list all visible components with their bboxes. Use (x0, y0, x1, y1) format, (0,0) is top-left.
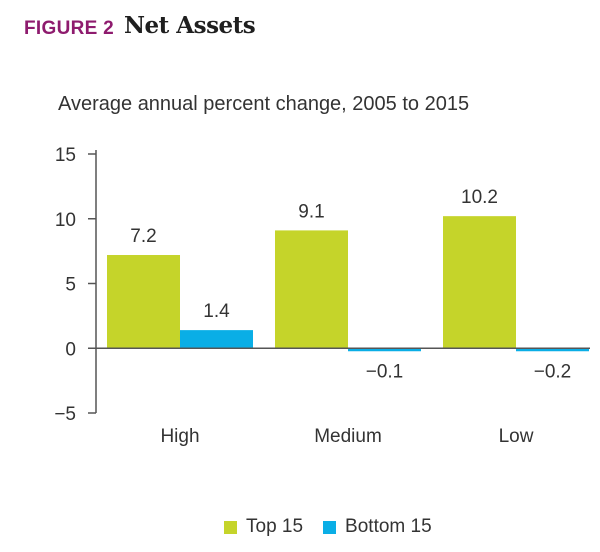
legend-swatch-bottom15 (323, 520, 337, 534)
bar-bottom15-low (516, 348, 589, 352)
data-label: 1.4 (203, 301, 230, 322)
x-category-label: Medium (314, 426, 382, 447)
y-tick-label: 10 (55, 210, 76, 231)
legend-item-top15: Top 15 (224, 516, 303, 538)
legend-label-bottom15: Bottom 15 (345, 516, 432, 537)
data-label: −0.1 (366, 361, 404, 382)
x-category-label: Low (499, 426, 534, 447)
chart-subtitle: Average annual percent change, 2005 to 2… (58, 93, 470, 115)
bar-top15-medium (275, 230, 348, 349)
bar-bottom15-high (180, 330, 253, 349)
bar-bottom15-medium (348, 348, 421, 352)
legend-swatch-top15 (224, 520, 237, 534)
y-tick-label: −5 (54, 404, 76, 425)
legend-item-bottom15: Bottom 15 (323, 516, 432, 538)
data-label: −0.2 (534, 361, 572, 382)
bar-top15-low (443, 216, 516, 349)
data-label: 9.1 (298, 201, 324, 222)
legend-label-top15: Top 15 (246, 516, 304, 537)
y-tick-label: 15 (55, 145, 76, 166)
bar-top15-high (107, 255, 180, 349)
x-category-label: High (160, 426, 199, 447)
figure-title: Net Assets (124, 12, 256, 39)
y-tick-label: 0 (65, 339, 76, 360)
legend: Top 15 Bottom 15 (224, 516, 452, 538)
figure-label: FIGURE 2 (24, 18, 115, 39)
data-label: 10.2 (461, 187, 498, 208)
y-tick-label: 5 (65, 275, 76, 296)
data-label: 7.2 (130, 226, 156, 247)
